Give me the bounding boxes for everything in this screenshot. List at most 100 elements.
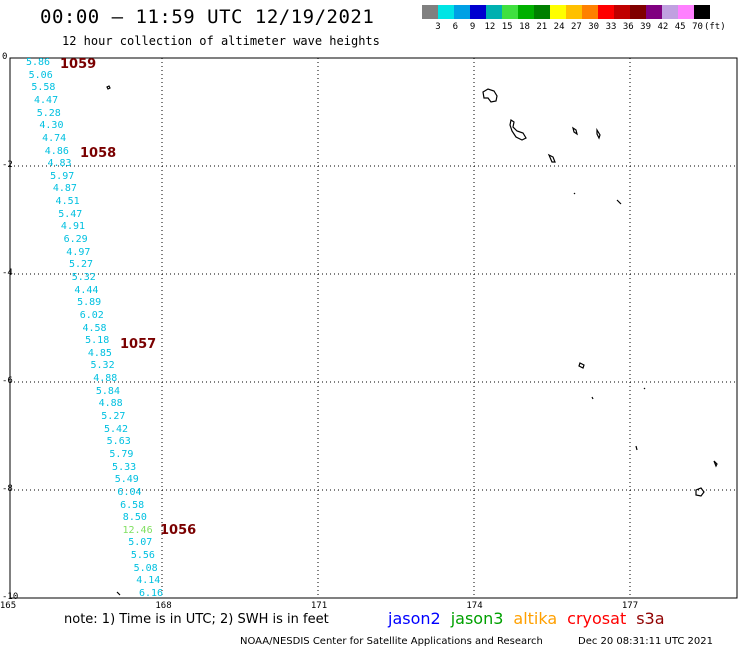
wave-height-label: 5.07 [128, 537, 153, 549]
wave-height-label: 4.85 [87, 347, 112, 359]
scale-swatch [422, 5, 438, 19]
wave-height-label: 5.06 [28, 69, 53, 81]
scale-swatch [550, 5, 566, 19]
satellite-legend-item: s3a [636, 609, 665, 628]
satellite-legend: jason2 jason3 altika cryosat s3a [388, 609, 675, 628]
satellite-legend-item: jason2 [388, 609, 441, 628]
lat-tick-label: -2 [2, 160, 13, 170]
scale-label: 45 [674, 22, 686, 32]
scale-label: 21 [536, 22, 548, 32]
pass-number-label: 1059 [60, 57, 97, 72]
scale-swatch [678, 5, 694, 19]
pass-number-label: 1057 [120, 337, 157, 352]
footer-credit: NOAA/NESDIS Center for Satellite Applica… [240, 636, 543, 647]
wave-height-label: 5.84 [95, 385, 120, 397]
wave-height-label: 5.49 [114, 474, 139, 486]
scale-label: 24 [553, 22, 565, 32]
wave-height-label: 5.97 [50, 170, 75, 182]
wave-height-label: 8.50 [122, 512, 147, 524]
pass-number-label: 1058 [80, 146, 117, 161]
wave-height-label: 5.28 [36, 107, 61, 119]
wave-height-label: 5.79 [109, 448, 134, 460]
footer-note: note: 1) Time is in UTC; 2) SWH is in fe… [64, 612, 329, 627]
lat-tick-label: -8 [2, 484, 13, 494]
lat-tick-label: 0 [2, 52, 8, 62]
scale-label: 27 [570, 22, 582, 32]
satellite-legend-item: cryosat [567, 609, 627, 628]
wave-height-label: 6.16 [138, 588, 164, 599]
wave-height-label: 4.47 [34, 94, 59, 106]
scale-swatch [614, 5, 630, 19]
scale-swatch [694, 5, 710, 19]
lon-tick-label: 177 [621, 601, 639, 611]
wave-height-label: 5.89 [77, 297, 102, 309]
wave-height-label: 5.32 [71, 271, 96, 283]
wave-height-label: 5.58 [31, 82, 56, 94]
scale-label: (ft) [703, 22, 726, 32]
scale-swatch [518, 5, 534, 19]
lon-tick-label: 171 [310, 601, 328, 611]
lat-tick-label: -4 [2, 268, 13, 278]
scale-label: 6 [452, 22, 459, 32]
scale-label: 39 [640, 22, 652, 32]
satellite-legend-item: altika [513, 609, 558, 628]
scale-label: 36 [622, 22, 634, 32]
wave-height-label: 6.02 [79, 309, 104, 321]
scale-label: 33 [605, 22, 617, 32]
scale-label: 15 [501, 22, 513, 32]
wave-height-label: 4.87 [52, 183, 77, 195]
wave-height-label: 12.46 [122, 524, 153, 536]
lat-tick-label: -6 [2, 376, 13, 386]
wave-height-label: 4.86 [44, 145, 69, 157]
wave-height-label: 4.74 [42, 132, 67, 144]
map-frame [9, 57, 738, 599]
scale-swatch [486, 5, 502, 19]
island-outlines [106, 85, 718, 596]
footer-timestamp: Dec 20 08:31:11 UTC 2021 [578, 636, 713, 647]
wave-height-label: 5.33 [112, 461, 137, 473]
scale-label: 12 [484, 22, 496, 32]
scale-swatch [534, 5, 550, 19]
wave-height-label: 5.32 [90, 360, 115, 372]
scale-label: 30 [588, 22, 600, 32]
wave-height-label: 6.04 [117, 486, 142, 498]
wave-height-label: 5.27 [101, 411, 126, 422]
scale-label: 70 [692, 22, 703, 32]
color-scale-legend [422, 5, 710, 19]
wave-height-label: 4.97 [66, 246, 91, 258]
scale-label: 42 [657, 22, 669, 32]
scale-swatch [582, 5, 598, 19]
scale-swatch [646, 5, 662, 19]
scale-swatch [454, 5, 470, 19]
scale-swatch [630, 5, 646, 19]
wave-height-label: 5.63 [106, 436, 131, 448]
scale-swatch [502, 5, 518, 19]
scale-label: 3 [435, 22, 441, 32]
page-subtitle: 12 hour collection of altimeter wave hei… [62, 34, 380, 48]
wave-height-label: 6.29 [63, 234, 88, 245]
wave-height-label: 4.14 [136, 575, 161, 587]
satellite-legend-item: jason3 [450, 609, 504, 628]
scale-swatch [470, 5, 486, 19]
color-scale-labels: 3 6 9 12 15 18 21 24 27 30 33 36 39 42 45 70 (ft) [422, 22, 740, 34]
wave-height-label: 5.56 [130, 550, 155, 562]
wave-height-label: 5.08 [133, 562, 158, 574]
wave-height-label: 5.27 [69, 259, 94, 271]
wave-height-label: 5.18 [85, 335, 110, 347]
wave-height-label: 5.42 [103, 423, 129, 435]
wave-height-label: 4.44 [74, 284, 99, 296]
scale-swatch [598, 5, 614, 19]
scale-swatch [438, 5, 454, 19]
wave-height-label: 4.30 [39, 120, 64, 132]
scale-swatch [566, 5, 582, 19]
map-grid [10, 58, 737, 598]
lat-tick-label: -10 [2, 592, 19, 602]
wave-height-label: 6.58 [120, 499, 145, 511]
lon-tick-label: 165 [0, 601, 17, 611]
lon-tick-label: 174 [466, 601, 483, 611]
wave-height-label: 4.91 [60, 221, 86, 233]
wave-height-label: 4.51 [55, 196, 80, 208]
wave-height-label: 4.88 [93, 373, 118, 385]
page-title: 00:00 – 11:59 UTC 12/19/2021 [40, 6, 375, 28]
